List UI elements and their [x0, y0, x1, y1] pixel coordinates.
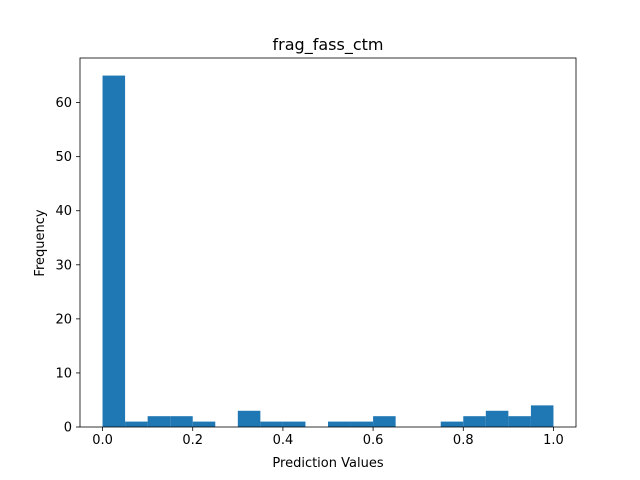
y-tick-label: 20 — [55, 312, 72, 327]
histogram-bar — [237, 410, 261, 427]
histogram-bar — [260, 421, 283, 427]
y-tick-label: 40 — [55, 204, 72, 219]
histogram-bar — [282, 421, 306, 427]
y-tick-label: 0 — [64, 421, 72, 436]
x-tick-label: 0.4 — [273, 433, 294, 448]
chart-title: frag_fass_ctm — [273, 35, 384, 55]
histogram-bar — [508, 416, 531, 427]
histogram-bar — [373, 416, 396, 427]
x-tick-label: 0.2 — [182, 433, 203, 448]
y-tick-label: 30 — [55, 258, 72, 273]
y-tick-label: 10 — [55, 366, 72, 381]
histogram-bar — [125, 421, 148, 427]
histogram-bar — [170, 416, 193, 427]
histogram-bar — [350, 421, 374, 427]
histogram-bar — [463, 416, 486, 427]
histogram-bar — [147, 416, 171, 427]
histogram-bar — [440, 421, 464, 427]
y-axis-ticks: 0 10 20 30 40 50 60 — [55, 96, 80, 436]
y-tick-label: 50 — [55, 150, 72, 165]
histogram-bar — [485, 410, 509, 427]
x-tick-label: 1.0 — [543, 433, 564, 448]
x-tick-label: 0.8 — [453, 433, 474, 448]
x-tick-label: 0.6 — [363, 433, 384, 448]
histogram-bars — [102, 75, 554, 428]
y-axis-label: Frequency — [33, 209, 48, 276]
histogram-bar — [192, 421, 216, 427]
x-axis-ticks: 0.0 0.2 0.4 0.6 0.8 1.0 — [92, 427, 564, 448]
x-axis-label: Prediction Values — [272, 456, 383, 471]
histogram-bar — [530, 405, 554, 427]
x-tick-label: 0.0 — [92, 433, 113, 448]
plot-frame — [79, 57, 577, 428]
histogram-bar — [328, 421, 351, 427]
histogram-bar — [102, 75, 126, 428]
y-tick-label: 60 — [55, 96, 72, 111]
